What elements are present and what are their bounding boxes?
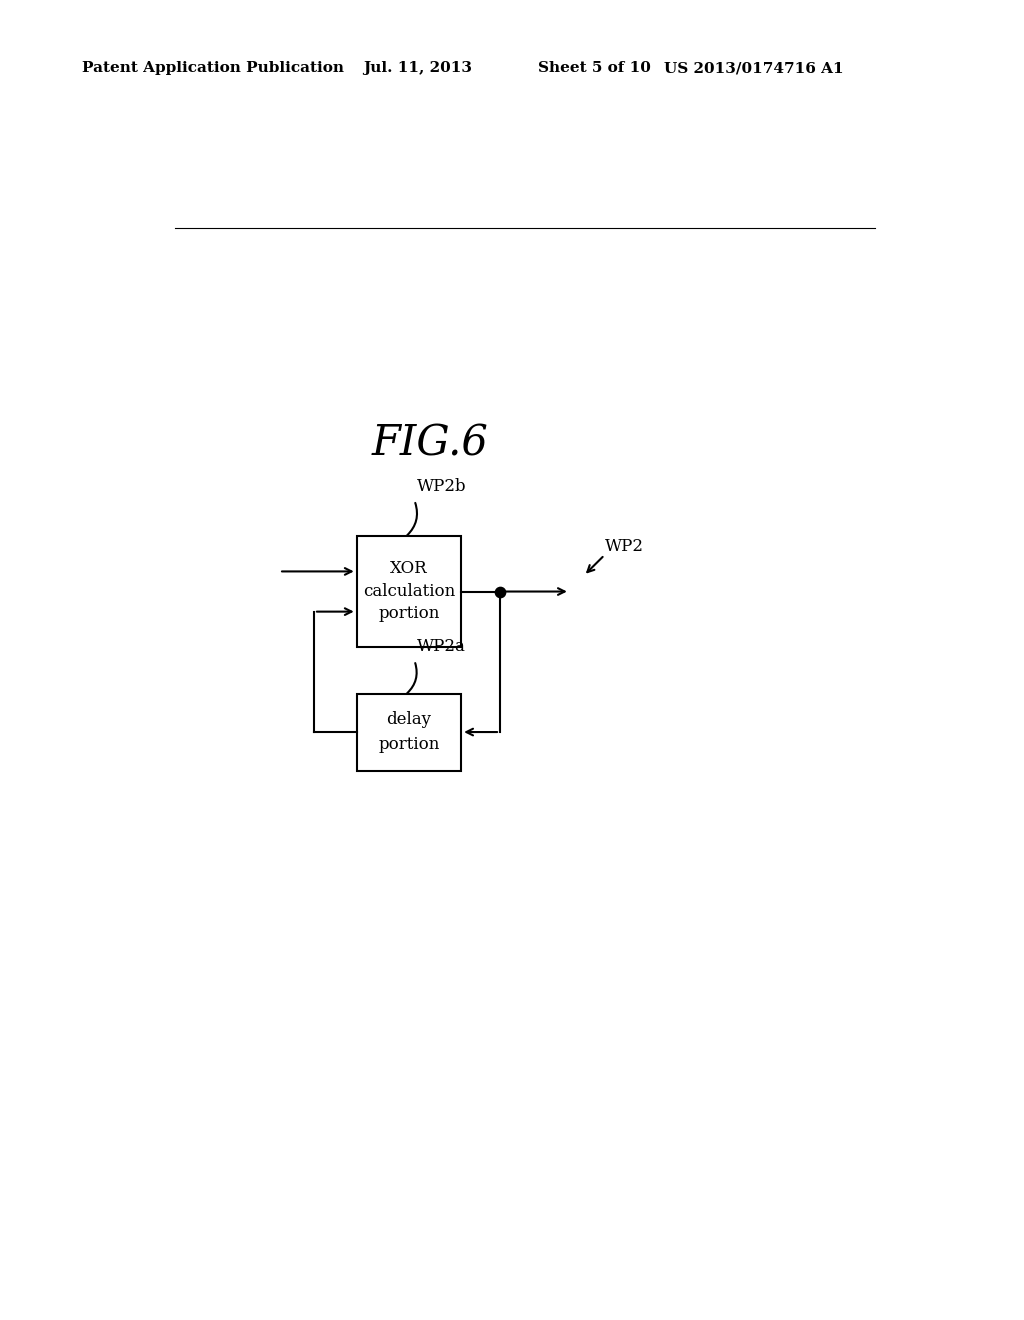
Text: delay: delay: [386, 711, 431, 729]
Text: WP2a: WP2a: [417, 638, 466, 655]
Text: XOR: XOR: [390, 560, 428, 577]
Text: FIG.6: FIG.6: [372, 422, 488, 465]
Point: [492, 581, 508, 602]
Text: WP2b: WP2b: [417, 478, 466, 495]
Text: calculation: calculation: [362, 583, 455, 601]
Bar: [356, 536, 461, 647]
Text: Sheet 5 of 10: Sheet 5 of 10: [538, 61, 650, 75]
Text: Patent Application Publication: Patent Application Publication: [82, 61, 344, 75]
Text: US 2013/0174716 A1: US 2013/0174716 A1: [664, 61, 843, 75]
Text: Jul. 11, 2013: Jul. 11, 2013: [364, 61, 472, 75]
Text: portion: portion: [378, 735, 439, 752]
Bar: [356, 693, 461, 771]
Text: WP2: WP2: [604, 539, 644, 554]
Text: portion: portion: [378, 605, 439, 622]
